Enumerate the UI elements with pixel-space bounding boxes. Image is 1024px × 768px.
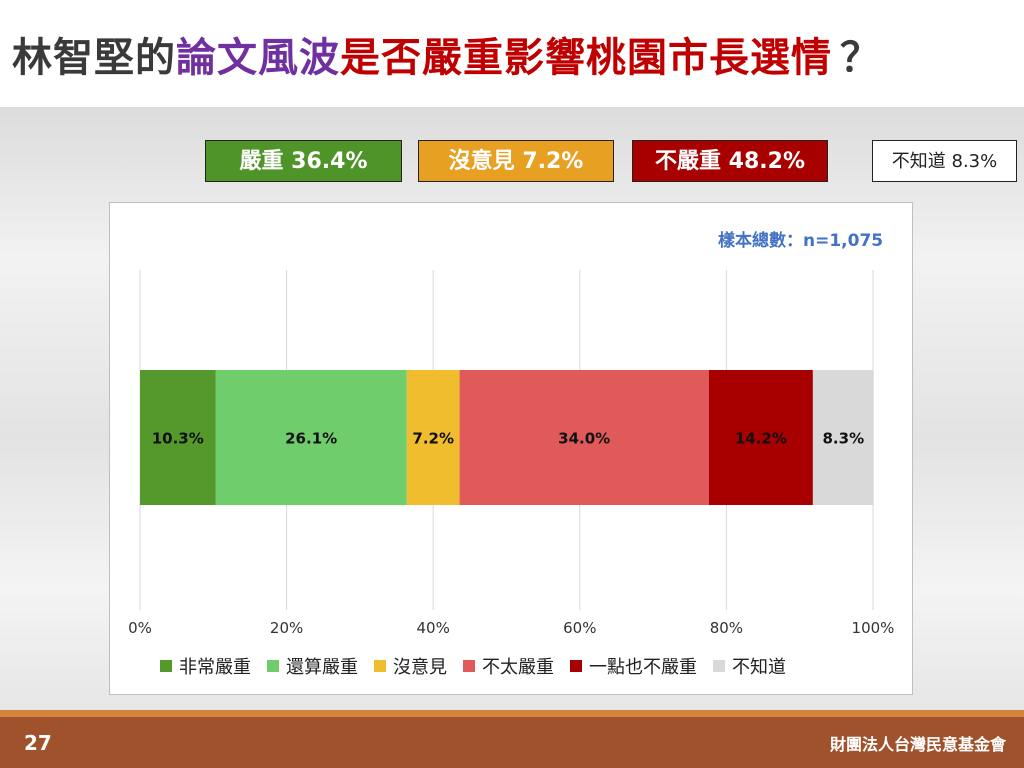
bar-segment-3	[459, 370, 709, 505]
data-label-5: 8.3%	[823, 430, 865, 448]
data-label-1: 26.1%	[285, 430, 337, 448]
x-tick-label: 100%	[852, 619, 895, 637]
title-part-4: ？	[840, 35, 881, 81]
legend-swatch	[570, 660, 582, 672]
data-label-0: 10.3%	[152, 430, 204, 448]
footer-bar	[0, 710, 1024, 768]
bar-segment-5	[812, 370, 874, 505]
x-tick-label: 80%	[710, 619, 743, 637]
bar-segment-4	[708, 370, 813, 505]
label-layer: 10.3% 26.1% 7.2% 34.0% 14.2% 8.3%	[152, 430, 864, 448]
data-label-2: 7.2%	[412, 430, 454, 448]
bar-layer	[140, 370, 874, 505]
legend-item-4: 一點也不嚴重	[570, 653, 697, 679]
legend-item-1: 還算嚴重	[267, 653, 358, 679]
summary-serious-box: 嚴重 36.4%	[205, 140, 402, 182]
tick-layer: 0% 20% 40% 60% 80% 100%	[128, 619, 894, 637]
legend-item-2: 沒意見	[374, 653, 447, 679]
organization-name: 財團法人台灣民意基金會	[829, 735, 1006, 754]
legend-label: 不知道	[732, 657, 786, 678]
legend-label: 不太嚴重	[482, 657, 554, 678]
summary-neutral-box: 沒意見 7.2%	[418, 140, 614, 182]
summary-not-serious-box: 不嚴重 48.2%	[632, 140, 828, 182]
title-part-1: 林智堅的	[12, 35, 176, 81]
x-tick-label: 40%	[417, 619, 450, 637]
title-part-2: 論文風波	[176, 35, 340, 81]
legend-swatch	[374, 660, 386, 672]
data-label-4: 14.2%	[735, 430, 787, 448]
legend-item-3: 不太嚴重	[463, 653, 554, 679]
legend-swatch	[713, 660, 725, 672]
x-tick-label: 0%	[128, 619, 152, 637]
legend-swatch	[463, 660, 475, 672]
sample-size-note: 樣本總數：n=1,075	[718, 231, 884, 251]
legend-label: 非常嚴重	[179, 657, 251, 678]
legend-swatch	[160, 660, 172, 672]
title-part-3: 是否嚴重影響桃園市長選情	[340, 35, 832, 81]
bar-segment-0	[140, 370, 216, 505]
footer-stripe	[0, 710, 1024, 717]
legend-label: 還算嚴重	[286, 657, 358, 678]
x-tick-label: 60%	[563, 619, 596, 637]
data-label-3: 34.0%	[558, 430, 610, 448]
legend-label: 一點也不嚴重	[589, 657, 697, 678]
legend-label: 沒意見	[393, 657, 447, 678]
page-number: 27	[24, 731, 52, 755]
bar-segment-2	[406, 370, 460, 505]
x-tick-label: 20%	[270, 619, 303, 637]
legend-swatch	[267, 660, 279, 672]
legend-item-0: 非常嚴重	[160, 653, 251, 679]
chart-legend: 非常嚴重 還算嚴重 沒意見 不太嚴重 一點也不嚴重 不知道	[160, 652, 900, 680]
summary-unknown-box: 不知道 8.3%	[872, 140, 1017, 182]
legend-item-5: 不知道	[713, 653, 786, 679]
slide-title: 林智堅的論文風波是否嚴重影響桃園市長選情？	[12, 26, 1012, 90]
bar-segment-1	[215, 370, 407, 505]
